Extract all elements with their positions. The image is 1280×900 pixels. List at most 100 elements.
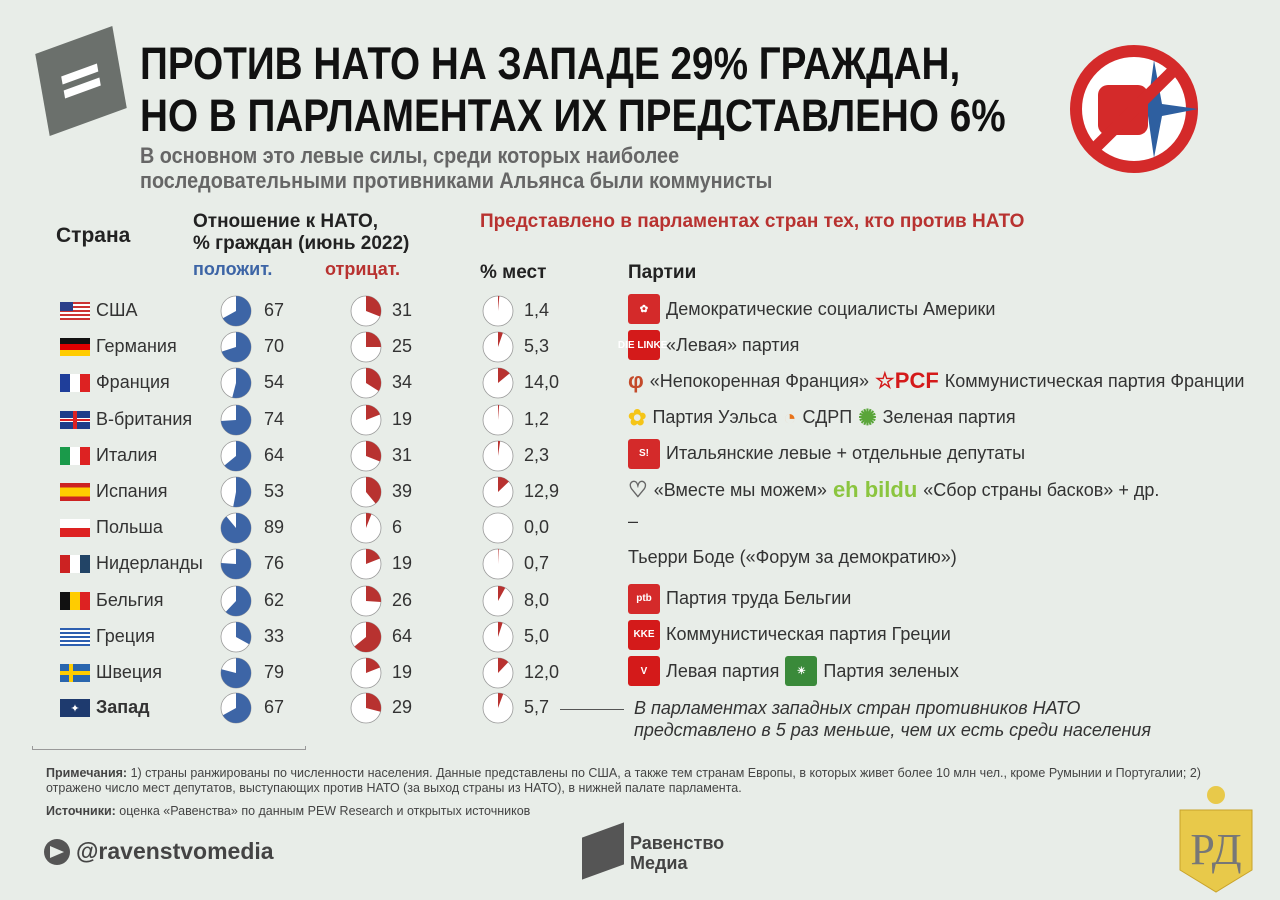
party-name: Коммунистическая партия Греции <box>666 624 951 645</box>
party-logo-icon: ♡ <box>628 477 648 502</box>
party-name: Тьерри Боде («Форум за демократию») <box>628 547 957 568</box>
seats-pie <box>482 476 514 508</box>
party-name: Зеленая партия <box>882 407 1016 428</box>
flag-de-icon <box>60 338 90 357</box>
telegram-icon <box>44 838 70 865</box>
party-name: Партия Уэльса <box>652 407 778 428</box>
table-row: Польша 89 6 0,0 – <box>0 511 1280 553</box>
party-name: Левая партия <box>666 660 780 681</box>
subtitle: В основном это левые силы, среди которых… <box>140 143 773 193</box>
country-name: Греция <box>96 625 155 646</box>
country-name: Запад <box>96 697 150 718</box>
seats-pie <box>482 692 514 724</box>
negative-pie <box>350 476 382 508</box>
negative-pie <box>350 548 382 580</box>
party-logo-icon: S! <box>628 438 660 469</box>
seats-value: 2,3 <box>524 444 550 465</box>
positive-pie <box>220 512 252 544</box>
positive-value: 74 <box>264 408 285 429</box>
party-list: KKE Коммунистическая партия Греции <box>628 619 951 650</box>
country-name: Италия <box>96 444 158 465</box>
seats-value: 0,0 <box>524 517 550 538</box>
party-name: Демократические социалисты Америки <box>666 298 996 319</box>
positive-value: 33 <box>264 625 285 646</box>
table-row: Швеция 79 19 12,0 V Левая партия ☀ Партия з… <box>0 656 1280 698</box>
party-list: ✿ Демократические социалисты Америки <box>628 294 995 324</box>
table-row: Испания 53 39 12,9 ♡ «Вместе мы можем» eh … <box>0 476 1280 517</box>
negative-value: 64 <box>392 625 413 646</box>
table-row: В-британия 74 19 1,2 ✿ Партия Уэльса ◔ СДРП… <box>0 404 1280 445</box>
seats-pie <box>482 585 514 616</box>
party-name: Партия зеленых <box>823 660 959 681</box>
flag-nl-icon <box>60 555 90 574</box>
positive-value: 67 <box>264 697 285 718</box>
positive-value: 89 <box>264 517 285 538</box>
country-name: В-британия <box>96 408 193 429</box>
positive-pie <box>220 548 252 580</box>
negative-value: 26 <box>392 589 413 610</box>
party-logo-icon: ptb <box>628 583 660 614</box>
country-name: Бельгия <box>96 589 164 610</box>
annotation-leader-line <box>560 709 624 710</box>
telegram-link[interactable]: @ravenstvomedia <box>44 838 274 865</box>
flag-us-icon <box>60 302 90 320</box>
party-name: Партия труда Бельгии <box>666 588 852 609</box>
negative-pie <box>350 585 382 616</box>
seats-value: 5,3 <box>524 336 550 357</box>
positive-value: 64 <box>264 444 285 465</box>
country-name: Швеция <box>96 662 162 682</box>
flag-be-icon <box>60 591 90 610</box>
seats-pie <box>482 621 514 653</box>
party-logo-icon: V <box>628 656 660 686</box>
brand-name: Равенство Медиа <box>630 833 725 873</box>
party-name: «Левая» партия <box>666 334 800 355</box>
negative-pie <box>350 295 382 327</box>
coat-of-arms-icon: РД <box>1179 786 1253 893</box>
negative-pie <box>350 440 382 472</box>
positive-pie <box>220 295 252 327</box>
party-list: – <box>628 511 638 532</box>
negative-value: 19 <box>392 408 413 429</box>
ravenstvo-logo-icon <box>35 25 127 137</box>
party-list: ptb Партия труда Бельгии <box>628 583 852 614</box>
party-logo-icon: φ <box>628 368 644 394</box>
party-list: S! Итальянские левые + отдельные депутаты <box>628 438 1026 469</box>
seats-pie <box>482 440 514 472</box>
party-name: «Вместе мы можем» <box>653 479 827 500</box>
party-logo-icon: eh bildu <box>832 477 918 502</box>
seats-value: 5,0 <box>524 625 550 646</box>
svg-text:РД: РД <box>1190 825 1241 874</box>
table-row: Франция 54 34 14,0 φ «Непокоренная Франци… <box>0 367 1280 408</box>
party-logo-icon: ☆PCF <box>875 368 939 394</box>
positive-pie <box>220 657 252 689</box>
negative-value: 31 <box>392 444 413 465</box>
seats-pie <box>482 548 514 580</box>
seats-value: 8,0 <box>524 589 550 610</box>
negative-value: 31 <box>392 300 413 320</box>
positive-pie <box>220 404 252 435</box>
annotation: В парламентах западных стран противников… <box>634 698 1151 740</box>
party-name: Итальянские левые + отдельные депутаты <box>666 443 1026 464</box>
flag-it-icon <box>60 446 90 465</box>
country-name: Польша <box>96 517 163 538</box>
table-row: Греция 33 64 5,0 KKE Коммунистическая пар… <box>0 619 1280 662</box>
negative-value: 39 <box>392 481 413 501</box>
seats-value: 12,9 <box>524 481 560 501</box>
country-name: Франция <box>96 372 170 393</box>
seats-value: 0,7 <box>524 553 550 574</box>
brand-logo-icon <box>582 822 624 880</box>
party-list: Тьерри Боде («Форум за демократию») <box>628 547 957 568</box>
party-list: DIE LINKE. «Левая» партия <box>618 330 800 361</box>
table-row: Бельгия 62 26 8,0 ptb Партия труда Бельги… <box>0 583 1280 626</box>
header-negative: отрицат. <box>325 259 400 279</box>
party-logo-icon: DIE LINKE. <box>618 330 670 361</box>
negative-pie <box>350 692 382 724</box>
seats-pie <box>482 512 514 544</box>
party-list: ✿ Партия Уэльса ◔ СДРП ✺ Зеленая партия <box>628 403 1016 433</box>
page-title: ПРОТИВ НАТО НА ЗАПАДЕ 29% ГРАЖДАН, НО В П… <box>140 38 1006 141</box>
party-name: «Непокоренная Франция» <box>649 370 870 391</box>
flag-nato-icon: ✦ <box>60 699 90 718</box>
positive-pie <box>220 585 252 616</box>
header-parties: Партии <box>628 262 697 283</box>
flag-fr-icon <box>60 374 90 393</box>
